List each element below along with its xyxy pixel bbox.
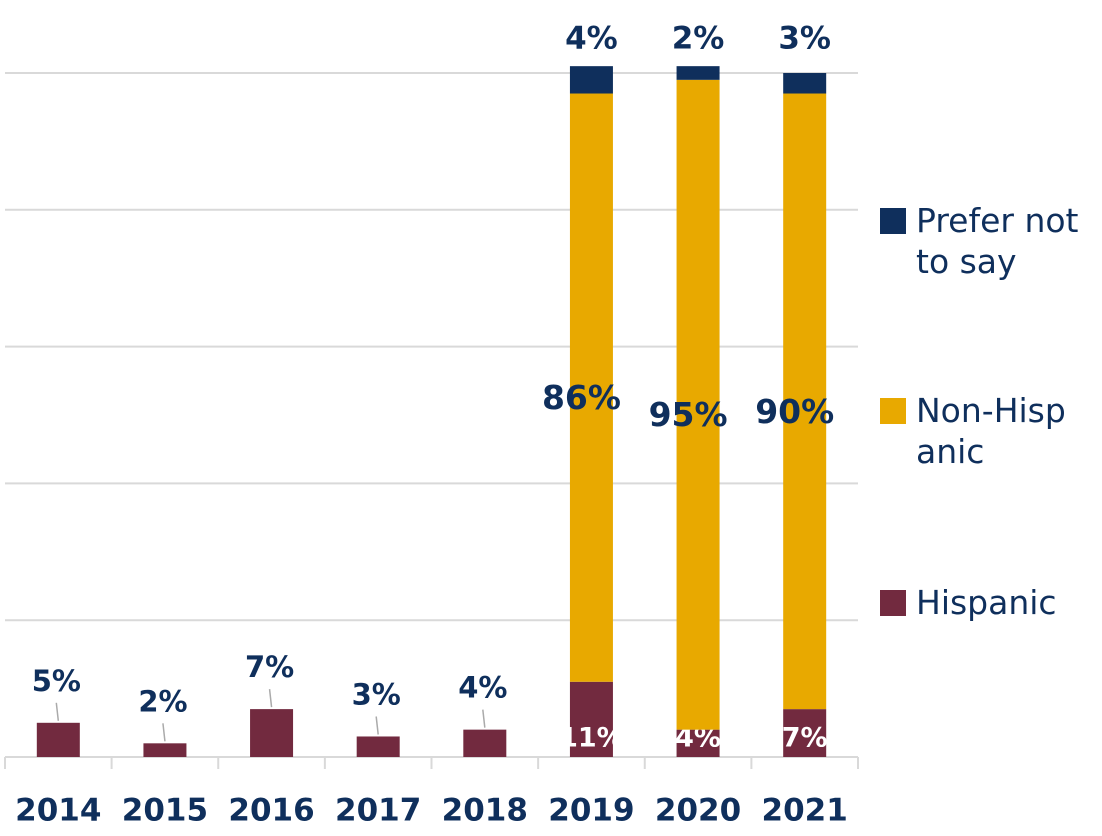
x-tick-label: 2019	[548, 793, 634, 829]
bar-segment	[676, 729, 720, 757]
legend-item: Prefer not to say	[880, 200, 1095, 283]
data-label: 2%	[138, 684, 187, 718]
x-tick-label: 2018	[442, 793, 528, 829]
bar-segment	[356, 736, 400, 757]
data-label: 95%	[649, 395, 728, 434]
leader-line	[482, 709, 486, 728]
bar-segment	[569, 93, 613, 682]
data-label: 4%	[565, 21, 618, 57]
bar-segment	[676, 79, 720, 730]
data-label: 2%	[672, 21, 725, 57]
bar-segment	[250, 709, 294, 757]
x-tick-label: 2020	[655, 793, 741, 829]
data-label: 3%	[778, 21, 831, 57]
legend-item: Hispanic	[880, 582, 1095, 623]
legend-label: Prefer not to say	[916, 201, 1079, 282]
leader-line	[268, 689, 273, 708]
bar-segment	[783, 709, 827, 757]
data-label: 90%	[755, 392, 834, 431]
bar-segment	[143, 743, 187, 757]
legend-label: Non-Hispanic	[916, 391, 1066, 472]
data-label: 5%	[32, 664, 81, 698]
x-tick-label: 2014	[15, 793, 101, 829]
bar-segment	[783, 73, 827, 94]
x-tick-label: 2015	[122, 793, 208, 829]
data-label: 11%	[559, 723, 624, 754]
bar-segment	[783, 93, 827, 710]
leader-line	[55, 702, 60, 721]
legend-item: Non-Hispanic	[880, 390, 1095, 473]
x-tick-label: 2016	[228, 793, 314, 829]
bar-segment	[676, 66, 720, 80]
bar-segment	[569, 66, 613, 94]
legend-swatch	[880, 590, 906, 616]
legend-label: Hispanic	[916, 583, 1057, 622]
leader-line	[375, 716, 379, 735]
legend-swatch	[880, 208, 906, 234]
data-label: 86%	[542, 378, 621, 417]
legend-swatch	[880, 398, 906, 424]
data-label: 3%	[352, 677, 401, 711]
data-label: 7%	[782, 723, 828, 754]
bar-segment	[463, 729, 507, 757]
x-tick-label: 2021	[762, 793, 848, 829]
x-tick-label: 2017	[335, 793, 421, 829]
leader-line	[162, 723, 166, 742]
data-label: 4%	[458, 671, 507, 705]
data-label: 7%	[245, 650, 294, 684]
chart: 2014 5% 2015 2% 2016 7% 2017 3% 2018 4% 2019 11% 86%…	[4, 21, 859, 829]
bar-segment	[36, 722, 80, 757]
bar-segment	[569, 681, 613, 757]
